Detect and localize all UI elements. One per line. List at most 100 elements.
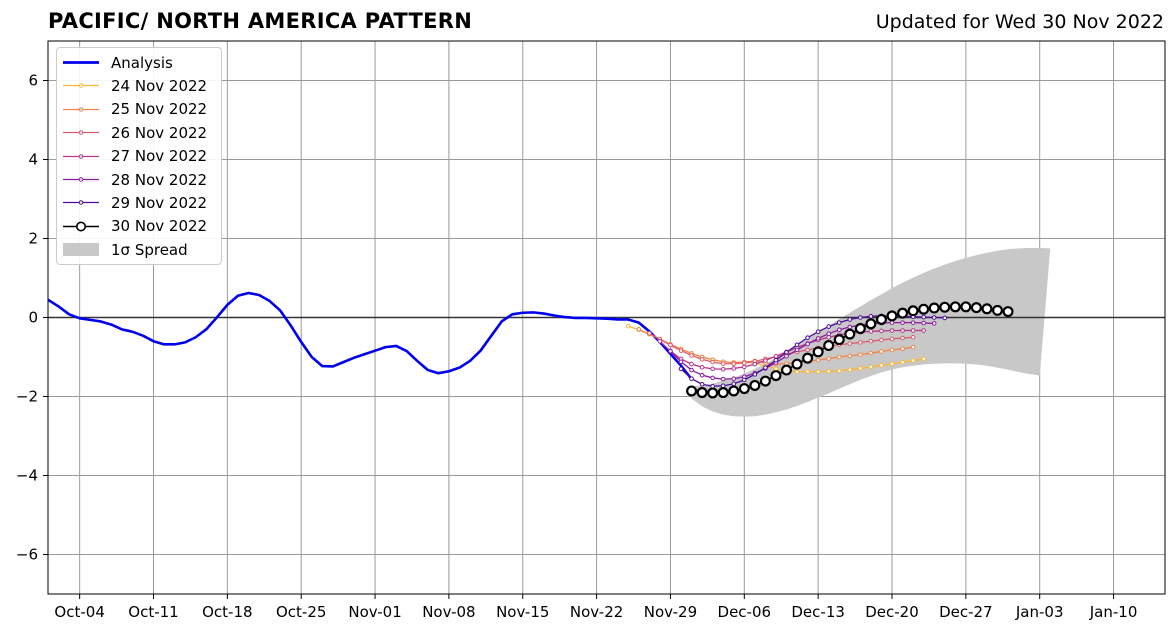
forecast-point (921, 320, 926, 326)
legend-item: 30 Nov 2022 (63, 215, 207, 238)
forecast-point (805, 347, 810, 353)
forecast-point (699, 372, 705, 378)
forecast-point (918, 303, 930, 315)
legend-item: 27 Nov 2022 (63, 145, 207, 168)
legend-item: 29 Nov 2022 (63, 191, 207, 214)
forecast-point (931, 315, 937, 320)
forecast-point (889, 361, 895, 367)
forecast-point (742, 364, 747, 370)
forecast-point (731, 361, 737, 367)
forecast-point (868, 364, 874, 370)
forecast-point (773, 357, 779, 363)
chart-title: PACIFIC/ NORTH AMERICA PATTERN (48, 9, 473, 33)
forecast-point (858, 340, 863, 345)
x-tick-label: Dec-06 (718, 603, 772, 621)
forecast-point (879, 349, 884, 354)
forecast-point (802, 352, 814, 364)
forecast-point (826, 368, 832, 374)
forecast-point (931, 321, 937, 326)
forecast-point (794, 369, 800, 374)
forecast-point (826, 331, 832, 336)
forecast-point (981, 303, 993, 315)
y-tick-label: −2 (16, 388, 38, 406)
legend-item: 25 Nov 2022 (63, 98, 207, 121)
forecast-point (900, 320, 905, 325)
forecast-point (991, 304, 1003, 316)
forecast-point (742, 377, 747, 383)
forecast-point (763, 365, 768, 370)
forecast-point (720, 366, 726, 372)
legend-swatch (63, 243, 99, 257)
legend-label: 28 Nov 2022 (111, 170, 208, 189)
forecast-point (636, 327, 642, 332)
forecast-point (836, 327, 842, 333)
forecast-point (868, 329, 874, 334)
forecast-point (928, 302, 940, 314)
forecast-point (689, 361, 694, 367)
legend-item: 26 Nov 2022 (63, 121, 207, 144)
forecast-point (836, 368, 842, 374)
legend-label: 26 Nov 2022 (111, 123, 208, 142)
forecast-point (791, 358, 803, 370)
forecast-point (668, 342, 673, 348)
forecast-point (717, 387, 729, 399)
forecast-point (858, 315, 863, 320)
forecast-point (970, 302, 982, 314)
forecast-point (678, 366, 684, 372)
forecast-point (710, 359, 715, 365)
forecast-point (805, 341, 810, 347)
forecast-point (854, 323, 866, 335)
legend-item: 24 Nov 2022 (63, 74, 207, 97)
x-tick-label: Nov-15 (496, 603, 549, 621)
x-tick-label: Oct-11 (128, 603, 178, 621)
x-tick-label: Nov-29 (644, 603, 697, 621)
x-tick-label: Nov-22 (570, 603, 623, 621)
forecast-point (805, 369, 810, 374)
legend-swatch (63, 61, 99, 64)
forecast-point (728, 385, 740, 397)
y-tick-label: 4 (28, 151, 38, 169)
x-tick-label: Dec-27 (939, 603, 993, 621)
forecast-point (815, 336, 821, 341)
forecast-point (749, 379, 761, 391)
forecast-point (689, 367, 694, 373)
forecast-point (812, 346, 824, 358)
legend-label: 24 Nov 2022 (111, 76, 208, 95)
forecast-point (875, 313, 887, 325)
y-tick-label: 2 (28, 230, 38, 248)
x-tick-label: Oct-25 (276, 603, 326, 621)
forecast-point (742, 360, 747, 366)
forecast-point (770, 370, 782, 382)
forecast-point (879, 328, 884, 334)
forecast-point (699, 381, 705, 387)
y-tick-label: −6 (16, 546, 38, 564)
forecast-point (910, 320, 916, 325)
forecast-point (784, 353, 789, 359)
forecast-point (889, 328, 895, 333)
x-tick-label: Nov-08 (422, 603, 475, 621)
forecast-point (910, 334, 916, 340)
forecast-point (720, 376, 726, 382)
forecast-point (657, 338, 663, 344)
forecast-point (865, 318, 877, 330)
series-layer (47, 291, 1014, 399)
legend-label: Analysis (111, 53, 173, 72)
forecast-point (858, 366, 863, 371)
forecast-point (847, 367, 853, 372)
forecast-point (900, 335, 905, 341)
x-tick-label: Oct-04 (54, 603, 104, 621)
forecast-point (625, 323, 631, 329)
forecast-point (886, 310, 898, 322)
series-0 (47, 291, 693, 380)
forecast-point (707, 387, 719, 399)
forecast-point (836, 354, 842, 360)
forecast-point (858, 352, 863, 357)
forecast-point (921, 314, 926, 320)
x-tick-label: Oct-18 (202, 603, 252, 621)
forecast-point (949, 301, 961, 313)
x-tick-label: Jan-03 (1015, 603, 1064, 621)
updated-date: Updated for Wed 30 Nov 2022 (875, 11, 1164, 33)
forecast-point (910, 344, 916, 350)
legend-swatch (63, 177, 99, 182)
forecast-point (910, 328, 916, 333)
